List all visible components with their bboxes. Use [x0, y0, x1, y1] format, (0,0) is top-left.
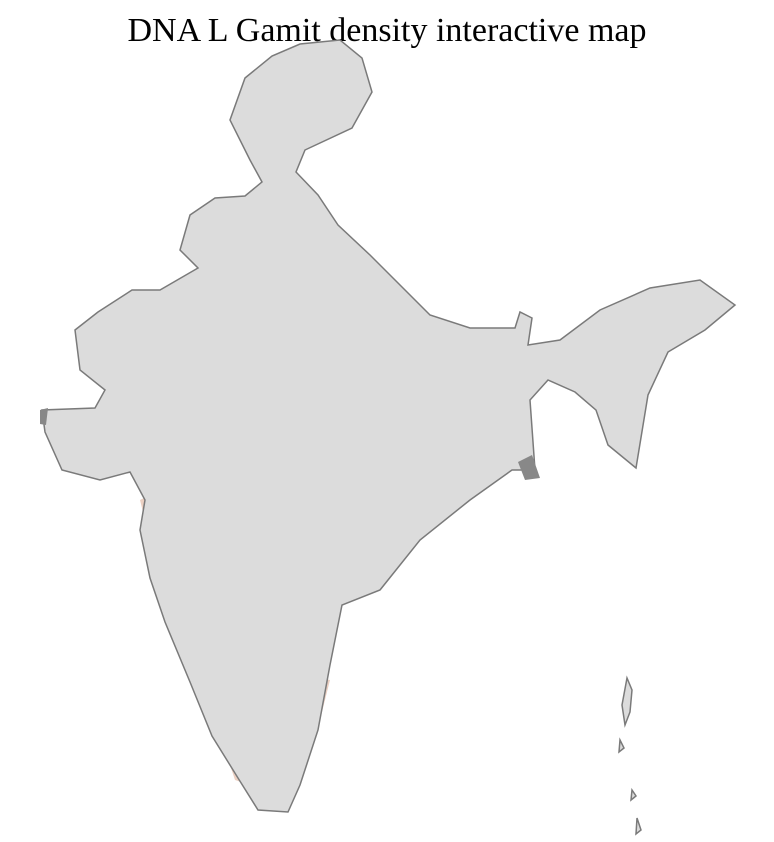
gujarat-coast-edge: [40, 408, 48, 425]
map-title: DNA L Gamit density interactive map: [127, 12, 647, 49]
mainland-outline: [41, 39, 737, 813]
andaman-nicobar-islands[interactable]: [618, 675, 642, 836]
bangladesh-edge: [518, 455, 540, 480]
